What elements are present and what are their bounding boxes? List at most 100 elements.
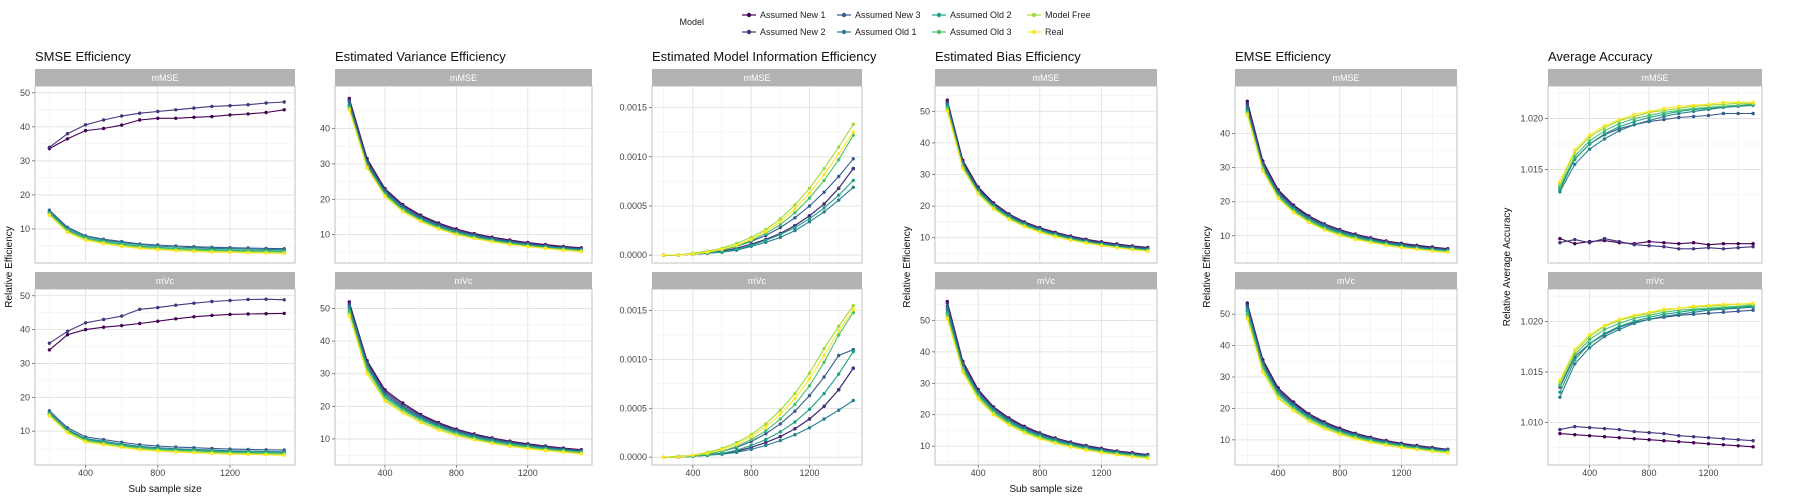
y-tick-label: 40 xyxy=(920,138,930,148)
data-point xyxy=(101,443,106,447)
data-point xyxy=(579,452,583,456)
series-line xyxy=(348,98,582,249)
data-point xyxy=(1677,434,1681,438)
legend-key-point xyxy=(936,12,942,18)
data-point xyxy=(822,417,826,421)
data-point xyxy=(1007,217,1011,222)
data-point xyxy=(1338,432,1342,437)
data-point xyxy=(778,232,782,237)
data-point xyxy=(945,307,949,312)
series-line xyxy=(946,318,1148,459)
data-point xyxy=(1751,301,1755,305)
data-point xyxy=(156,116,160,121)
data-point xyxy=(1751,439,1755,443)
data-point xyxy=(822,190,826,194)
x-tick-label: 1200 xyxy=(1391,468,1411,478)
series-line xyxy=(348,106,582,251)
data-point xyxy=(1721,100,1726,105)
data-point xyxy=(436,227,441,231)
facet-strip-label: mVc xyxy=(1337,276,1356,286)
data-point xyxy=(120,323,124,328)
series-line xyxy=(1559,101,1754,182)
data-point xyxy=(837,372,841,376)
facet-strip-label: mVc xyxy=(748,276,767,286)
y-tick-label: 1.015 xyxy=(1520,164,1543,174)
data-point xyxy=(83,123,88,127)
data-point xyxy=(419,219,423,224)
data-point xyxy=(807,217,812,221)
y-tick-label: 0.0015 xyxy=(619,103,647,113)
data-point xyxy=(174,317,178,321)
facet: mVc 400 800 1200 10 20 30 40 50 xyxy=(20,272,296,478)
data-point xyxy=(1751,445,1755,449)
data-point xyxy=(961,370,965,374)
data-point xyxy=(264,101,268,105)
data-point xyxy=(1276,196,1280,200)
data-point xyxy=(138,246,142,251)
data-point xyxy=(1721,443,1726,447)
series-line xyxy=(348,306,582,452)
y-tick-label: 0.0010 xyxy=(619,354,647,364)
data-point xyxy=(1558,236,1562,241)
data-point xyxy=(1736,100,1740,105)
data-point xyxy=(365,166,369,170)
data-point xyxy=(246,297,250,302)
data-point xyxy=(807,214,812,218)
data-point xyxy=(764,429,768,433)
series-line xyxy=(1559,426,1754,442)
facet: mMSE 10 20 30 40 xyxy=(1220,69,1458,264)
series-line xyxy=(49,413,285,454)
data-point xyxy=(1291,210,1296,215)
data-point xyxy=(264,297,268,301)
series-line xyxy=(946,317,1148,459)
series-line xyxy=(1559,302,1754,381)
data-point xyxy=(822,375,826,379)
data-point xyxy=(526,245,530,249)
data-point xyxy=(1617,327,1622,332)
legend-label: Assumed Old 2 xyxy=(950,10,1012,20)
data-point xyxy=(1587,346,1592,350)
series-line xyxy=(49,209,285,250)
data-point xyxy=(65,333,70,337)
series-line xyxy=(49,298,285,344)
data-point xyxy=(764,422,768,426)
x-axis-label: Sub sample size xyxy=(128,484,202,495)
data-point xyxy=(1069,445,1073,449)
data-point xyxy=(1677,104,1681,109)
data-point xyxy=(976,192,980,196)
data-point xyxy=(851,157,855,161)
data-point xyxy=(1558,390,1562,394)
y-tick-label: 40 xyxy=(20,122,30,132)
chart-panel: Estimated Model Information Efficiency mM… xyxy=(619,49,877,478)
data-point xyxy=(65,329,70,333)
chart-panel: Average Accuracy mMSE 1.015 1.020 mVc 400 800 1… xyxy=(1502,49,1763,478)
data-point xyxy=(793,402,797,407)
data-point xyxy=(138,118,142,122)
x-tick-label: 400 xyxy=(377,468,392,478)
data-point xyxy=(138,111,142,115)
data-point xyxy=(101,325,106,329)
series-line xyxy=(946,107,1148,251)
data-point xyxy=(543,246,548,251)
data-point xyxy=(1146,249,1150,253)
data-point xyxy=(210,299,214,304)
data-point xyxy=(1617,436,1622,440)
series-line xyxy=(49,410,285,451)
data-point xyxy=(1647,310,1651,314)
facet-strip-label: mMSE xyxy=(152,73,179,83)
data-point xyxy=(454,233,459,237)
data-point xyxy=(174,249,178,253)
data-point xyxy=(793,207,797,211)
y-axis-label: Relative Average Accuracy xyxy=(1502,208,1513,327)
data-point xyxy=(822,360,826,364)
series-line xyxy=(946,302,1148,456)
facet: mMSE 1.015 1.020 xyxy=(1520,69,1763,264)
data-point xyxy=(822,346,826,351)
data-point xyxy=(365,372,369,376)
data-point xyxy=(347,100,351,104)
data-point xyxy=(1558,188,1562,192)
data-point xyxy=(47,414,52,418)
facet: mMSE 10 20 30 40 50 xyxy=(920,69,1158,264)
legend-key-point xyxy=(841,29,847,35)
data-point xyxy=(101,118,106,122)
